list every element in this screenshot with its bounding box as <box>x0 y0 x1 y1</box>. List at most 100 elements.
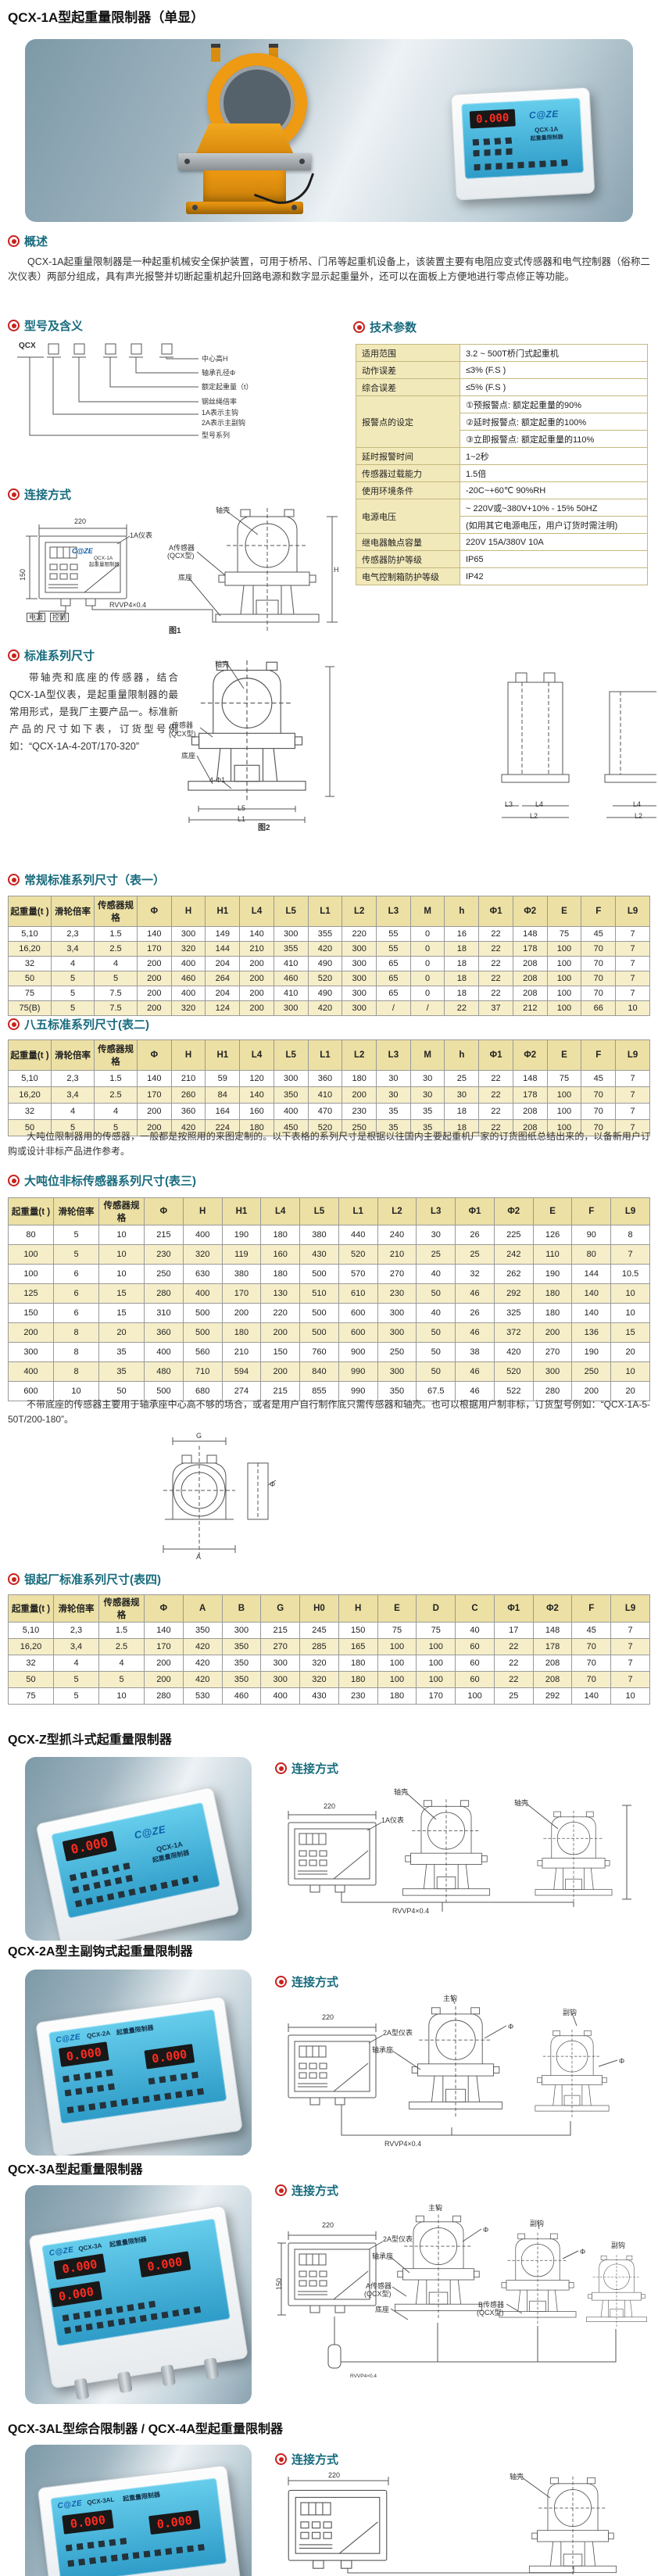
table-cell: 38 <box>455 1342 495 1362</box>
param-row: ③立即报警点: 额定起重量的110% <box>356 430 648 448</box>
param-value: IP42 <box>460 567 648 585</box>
table-cell: 400 <box>182 1283 223 1304</box>
table-cell: 840 <box>299 1361 339 1382</box>
param-label: 电气控制箱防护等级 <box>356 567 460 585</box>
table-cell: 32 <box>8 1103 52 1120</box>
table-cell: 250 <box>342 1119 377 1136</box>
table-cell: 7 <box>610 1622 650 1639</box>
param-label: 延时报警时间 <box>356 447 460 465</box>
table-cell: 5 <box>53 1225 99 1245</box>
button-row[interactable] <box>64 2082 120 2097</box>
table-cell: 990 <box>338 1361 378 1382</box>
table-cell: 350 <box>221 1655 262 1672</box>
diagram-label: 中心高H <box>202 355 228 363</box>
param-label: 综合误差 <box>356 378 460 396</box>
diagram-label: L4 <box>633 800 642 808</box>
section-bullet-icon <box>8 1573 20 1585</box>
diagram-label: 轴壳 <box>216 506 231 514</box>
table-cell: 148 <box>512 1070 548 1087</box>
diagram-label: 副钩 <box>530 2220 545 2227</box>
column-header: L9 <box>615 1039 650 1071</box>
table-cell: 208 <box>512 1103 548 1120</box>
column-header: L4 <box>239 896 274 927</box>
button-row[interactable] <box>74 1875 198 1908</box>
param-row: 综合误差 ≤5% (F.S ) <box>356 378 648 396</box>
table-cell: 46 <box>455 1283 495 1304</box>
diagram-label: 图2 <box>258 824 270 832</box>
table-cell: 300 <box>342 986 377 1001</box>
diagram-label: H <box>334 566 339 574</box>
table-cell: 3,4 <box>51 941 95 957</box>
table-cell: 22 <box>478 971 513 986</box>
table-cell: 110 <box>532 1244 573 1265</box>
param-label: 适用范围 <box>356 344 460 362</box>
table-cell: 180 <box>532 1283 573 1304</box>
table-cell: 430 <box>299 1244 339 1265</box>
button-row[interactable] <box>473 148 517 157</box>
table-cell: 80 <box>571 1244 612 1265</box>
table-cell: 59 <box>205 1070 241 1087</box>
table-cell: 25 <box>455 1244 495 1265</box>
button-row[interactable] <box>62 2068 118 2083</box>
table-cell: 230 <box>342 1103 377 1120</box>
column-header: D <box>416 1594 456 1623</box>
table-cell: 100 <box>416 1655 456 1672</box>
section-heading: 概述 <box>24 235 48 249</box>
table-cell: 6 <box>53 1264 99 1284</box>
section-heading: 标准系列尺寸 <box>24 649 95 663</box>
section-heading: 大吨位非标传感器系列尺寸(表三) <box>24 1175 196 1188</box>
table-cell: 7 <box>610 1655 650 1672</box>
table-cell: 170 <box>137 1086 172 1104</box>
table-cell: 990 <box>338 1381 378 1401</box>
table-cell: 35 <box>376 1103 411 1120</box>
table-cell: 680 <box>182 1381 223 1401</box>
diagram-label: A <box>196 1553 202 1561</box>
table-cell: 4 <box>51 1103 95 1120</box>
diagram-label: 150 <box>275 2277 283 2290</box>
table-cell: 10 <box>610 1303 650 1323</box>
diagram-label: 底座 <box>181 752 196 760</box>
table-cell: 400 <box>182 1225 223 1245</box>
table-cell: 200 <box>144 1671 184 1688</box>
table-cell: 45 <box>581 926 617 942</box>
table-cell: 300 <box>377 1303 417 1323</box>
table-cell: 15 <box>610 1322 650 1343</box>
table-cell: 16,20 <box>8 1086 52 1104</box>
table-cell: 224 <box>205 1119 241 1136</box>
table-cell: 140 <box>571 1283 612 1304</box>
weight-display: 0.000 <box>469 109 516 129</box>
column-header: B <box>221 1594 262 1623</box>
param-label: 传感器防护等级 <box>356 550 460 568</box>
button-row[interactable] <box>148 2070 203 2085</box>
table-cell: 180 <box>338 1671 378 1688</box>
param-row: 继电器触点容量 220V 15A/380V 10A <box>356 533 648 551</box>
button-row[interactable] <box>65 2537 129 2552</box>
table-cell: 20 <box>610 1342 650 1362</box>
button-row[interactable] <box>474 159 568 171</box>
param-row: 电源电压 ~ 220V或~380V+10% - 15% 50HZ <box>356 499 648 534</box>
section-connection-3a: 连接方式 <box>275 2182 338 2199</box>
table-cell: 124 <box>205 1000 241 1016</box>
section-heading: 银起厂标准系列尺寸(表四) <box>24 1573 161 1587</box>
param-row: 电气控制箱防护等级 IP42 <box>356 567 648 585</box>
button-row[interactable] <box>472 137 517 146</box>
table-cell: 350 <box>221 1638 262 1655</box>
column-header: L3 <box>416 1197 456 1225</box>
param-label: 传感器过载能力 <box>356 464 460 482</box>
device-name-label: 起重量限制器 <box>530 134 563 142</box>
table-cell: 292 <box>532 1687 573 1705</box>
table-cell: 190 <box>221 1225 262 1245</box>
table-cell: 126 <box>532 1225 573 1245</box>
table-cell: 100 <box>377 1638 417 1655</box>
table-cell: 2.5 <box>98 1638 145 1655</box>
table-cell: 450 <box>273 1119 309 1136</box>
column-header: Φ1 <box>493 1594 534 1623</box>
param-value: 1~2秒 <box>460 447 648 465</box>
table-cell: 3,4 <box>53 1638 99 1655</box>
table-cell: 7 <box>615 986 650 1001</box>
table-cell: 470 <box>307 1103 343 1120</box>
table-cell: 17 <box>493 1622 534 1639</box>
table-cell: 18 <box>444 971 480 986</box>
standard-series-drawing: 轴壳 传感器 (QCX型) 底座 4-Φ1 L5 L1 L3 L4 L2 L4 L2 图2 <box>141 659 656 837</box>
column-header: 起重量(t ) <box>8 896 52 927</box>
